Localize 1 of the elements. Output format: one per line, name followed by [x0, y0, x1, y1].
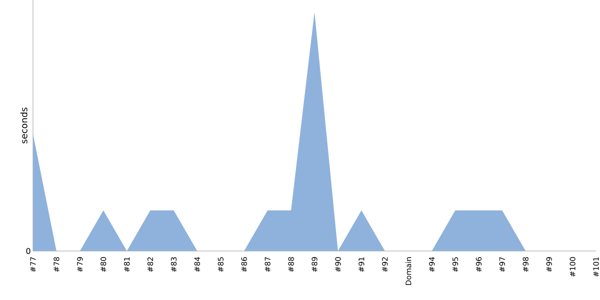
y-axis-title: seconds — [20, 108, 28, 144]
